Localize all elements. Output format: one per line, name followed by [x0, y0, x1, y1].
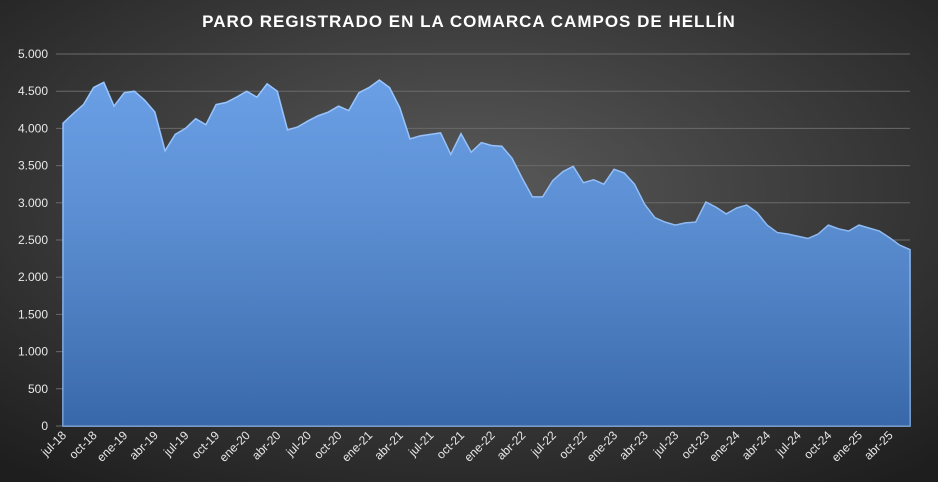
- y-tick-label: 2.500: [18, 233, 48, 247]
- y-tick-label: 3.000: [18, 196, 48, 210]
- area-shade: [63, 80, 910, 426]
- y-tick-label: 2.000: [18, 270, 48, 284]
- y-tick-label: 500: [28, 382, 48, 396]
- y-tick-label: 4.000: [18, 121, 48, 135]
- chart-title: PARO REGISTRADO EN LA COMARCA CAMPOS DE …: [202, 12, 736, 31]
- y-tick-label: 3.500: [18, 159, 48, 173]
- y-tick-label: 5.000: [18, 47, 48, 61]
- y-tick-label: 1.000: [18, 345, 48, 359]
- y-tick-label: 0: [41, 419, 48, 433]
- y-tick-label: 4.500: [18, 84, 48, 98]
- y-tick-label: 1.500: [18, 307, 48, 321]
